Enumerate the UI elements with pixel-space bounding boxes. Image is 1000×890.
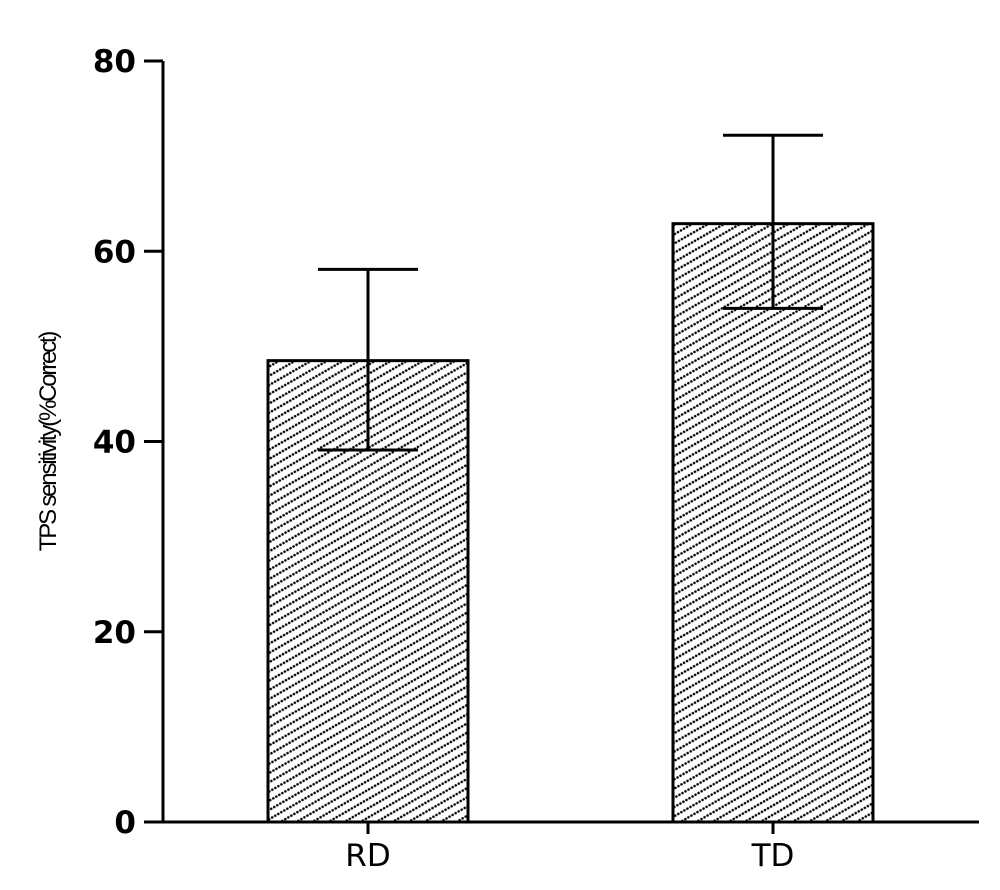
y-tick-label: 60 (93, 234, 136, 270)
y-tick-label: 20 (93, 615, 136, 651)
y-axis-title: TPS sensitivity(%Correct) (35, 332, 62, 552)
bar-td (671, 133, 875, 824)
error-bar (318, 267, 418, 452)
y-axis: 0 20 40 60 80 (93, 44, 165, 841)
x-axis: RD TD (163, 820, 979, 874)
bar-rd (266, 267, 470, 824)
bars (266, 133, 875, 824)
y-tick-label: 80 (93, 44, 136, 80)
y-tick-label: 40 (93, 425, 136, 461)
y-tick-label: 0 (114, 805, 136, 841)
x-tick-label-td: TD (751, 838, 795, 874)
error-bar (723, 133, 823, 310)
bar-rect (671, 222, 875, 824)
x-tick-label-rd: RD (345, 838, 390, 874)
